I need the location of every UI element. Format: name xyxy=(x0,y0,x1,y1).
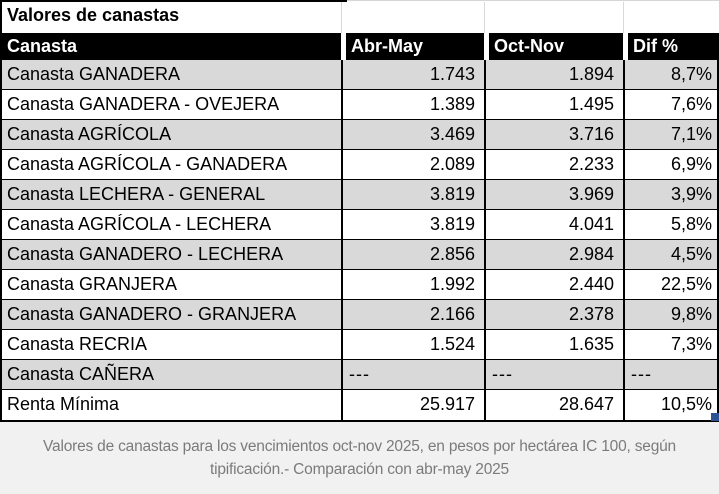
gridline xyxy=(484,2,485,33)
table-header-row: Canasta Abr-May Oct-Nov Dif % xyxy=(0,33,719,60)
column-header-abr-may[interactable]: Abr-May xyxy=(341,33,484,60)
cell-canasta[interactable]: Renta Mínima xyxy=(2,390,341,420)
table-row[interactable]: Canasta CAÑERA --- --- --- xyxy=(2,360,717,390)
table-row[interactable]: Canasta LECHERA - GENERAL 3.819 3.969 3,… xyxy=(2,180,717,210)
title-top-gridline xyxy=(347,0,719,1)
table-row[interactable]: Canasta GRANJERA 1.992 2.440 22,5% xyxy=(2,270,717,300)
cell-canasta[interactable]: Canasta GANADERO - LECHERA xyxy=(2,240,341,269)
caption-line-1: Valores de canastas para los vencimiento… xyxy=(43,438,676,455)
cell-abr-may[interactable]: 2.856 xyxy=(341,240,484,269)
cell-abr-may[interactable]: 25.917 xyxy=(341,390,484,420)
page-title: Valores de canastas xyxy=(7,5,180,25)
table-body: Canasta GANADERA 1.743 1.894 8,7% Canast… xyxy=(0,60,719,422)
table-row[interactable]: Canasta AGRÍCOLA - LECHERA 3.819 4.041 5… xyxy=(2,210,717,240)
cell-oct-nov[interactable]: 3.969 xyxy=(484,180,623,209)
cell-dif[interactable]: 7,6% xyxy=(623,90,717,119)
title-top-border xyxy=(0,0,347,2)
cell-canasta[interactable]: Canasta AGRÍCOLA - GANADERA xyxy=(2,150,341,179)
cell-dif[interactable]: 9,8% xyxy=(623,300,717,329)
cell-dif[interactable]: 6,9% xyxy=(623,150,717,179)
table-row[interactable]: Canasta GANADERA 1.743 1.894 8,7% xyxy=(2,60,717,90)
table-row[interactable]: Canasta GANADERO - LECHERA 2.856 2.984 4… xyxy=(2,240,717,270)
cell-oct-nov[interactable]: 1.635 xyxy=(484,330,623,359)
column-header-oct-nov[interactable]: Oct-Nov xyxy=(484,33,623,60)
column-header-canasta[interactable]: Canasta xyxy=(2,33,341,60)
table-row[interactable]: Canasta AGRÍCOLA 3.469 3.716 7,1% xyxy=(2,120,717,150)
cell-abr-may[interactable]: 2.089 xyxy=(341,150,484,179)
cell-canasta[interactable]: Canasta GANADERO - GRANJERA xyxy=(2,300,341,329)
cell-abr-may[interactable]: 1.389 xyxy=(341,90,484,119)
gridline xyxy=(341,2,342,33)
cell-dif[interactable]: 8,7% xyxy=(623,60,717,89)
cell-canasta[interactable]: Canasta GANADERA - OVEJERA xyxy=(2,90,341,119)
cell-canasta[interactable]: Canasta CAÑERA xyxy=(2,360,341,389)
cell-abr-may[interactable]: 3.819 xyxy=(341,180,484,209)
cell-dif[interactable]: 22,5% xyxy=(623,270,717,299)
caption-text: Valores de canastas para los vencimiento… xyxy=(20,435,700,481)
column-header-dif[interactable]: Dif % xyxy=(623,33,719,60)
cell-oct-nov[interactable]: 2.233 xyxy=(484,150,623,179)
gridline xyxy=(623,2,624,33)
cell-abr-may[interactable]: 1.524 xyxy=(341,330,484,359)
cell-abr-may[interactable]: 1.992 xyxy=(341,270,484,299)
cell-abr-may[interactable]: 3.469 xyxy=(341,120,484,149)
cell-canasta[interactable]: Canasta LECHERA - GENERAL xyxy=(2,180,341,209)
table-row[interactable]: Canasta GANADERO - GRANJERA 2.166 2.378 … xyxy=(2,300,717,330)
cell-canasta[interactable]: Canasta AGRÍCOLA - LECHERA xyxy=(2,210,341,239)
cell-canasta[interactable]: Canasta GRANJERA xyxy=(2,270,341,299)
cell-dif[interactable]: 7,1% xyxy=(623,120,717,149)
cell-dif[interactable]: --- xyxy=(623,360,717,389)
cell-oct-nov[interactable]: 4.041 xyxy=(484,210,623,239)
cell-dif[interactable]: 4,5% xyxy=(623,240,717,269)
cell-oct-nov[interactable]: 3.716 xyxy=(484,120,623,149)
cell-oct-nov[interactable]: 1.894 xyxy=(484,60,623,89)
table-row[interactable]: Renta Mínima 25.917 28.647 10,5% xyxy=(2,390,717,420)
caption-bar: Valores de canastas para los vencimiento… xyxy=(0,422,719,494)
cell-oct-nov[interactable]: 28.647 xyxy=(484,390,623,420)
cell-oct-nov[interactable]: 2.378 xyxy=(484,300,623,329)
cell-dif[interactable]: 10,5% xyxy=(623,390,717,420)
cell-canasta[interactable]: Canasta RECRIA xyxy=(2,330,341,359)
cell-abr-may[interactable]: --- xyxy=(341,360,484,389)
cell-dif[interactable]: 7,3% xyxy=(623,330,717,359)
cell-dif[interactable]: 5,8% xyxy=(623,210,717,239)
selection-handle[interactable] xyxy=(711,413,719,421)
table-row[interactable]: Canasta RECRIA 1.524 1.635 7,3% xyxy=(2,330,717,360)
cell-abr-may[interactable]: 3.819 xyxy=(341,210,484,239)
table-row[interactable]: Canasta GANADERA - OVEJERA 1.389 1.495 7… xyxy=(2,90,717,120)
table-row[interactable]: Canasta AGRÍCOLA - GANADERA 2.089 2.233 … xyxy=(2,150,717,180)
title-row: Valores de canastas xyxy=(0,0,719,33)
cell-oct-nov[interactable]: --- xyxy=(484,360,623,389)
cell-canasta[interactable]: Canasta GANADERA xyxy=(2,60,341,89)
cell-canasta[interactable]: Canasta AGRÍCOLA xyxy=(2,120,341,149)
cell-oct-nov[interactable]: 2.984 xyxy=(484,240,623,269)
cell-oct-nov[interactable]: 1.495 xyxy=(484,90,623,119)
caption-line-2: tipificación.- Comparación con abr-may 2… xyxy=(210,461,509,478)
cell-oct-nov[interactable]: 2.440 xyxy=(484,270,623,299)
cell-dif[interactable]: 3,9% xyxy=(623,180,717,209)
cell-abr-may[interactable]: 1.743 xyxy=(341,60,484,89)
cell-abr-may[interactable]: 2.166 xyxy=(341,300,484,329)
